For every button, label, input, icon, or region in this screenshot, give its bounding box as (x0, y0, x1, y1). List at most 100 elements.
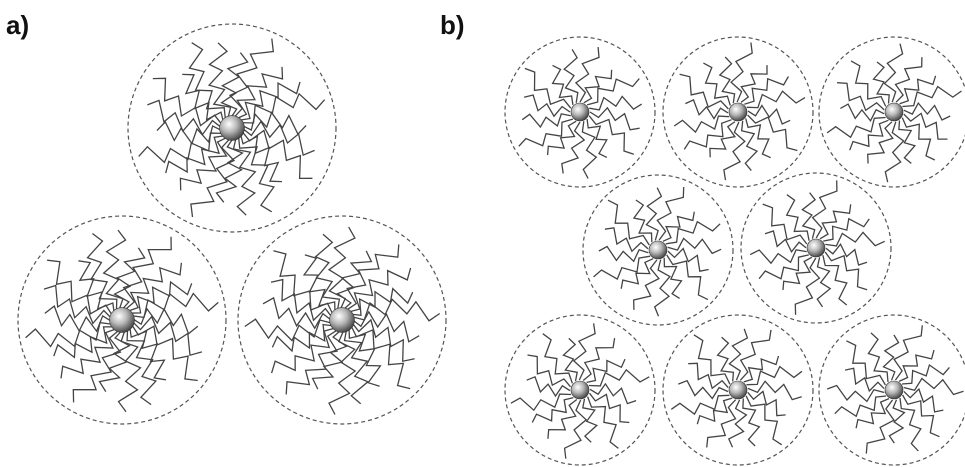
core-sphere (571, 381, 589, 399)
chain (729, 400, 747, 447)
chain (787, 195, 809, 241)
chain (583, 338, 614, 380)
chain (668, 249, 709, 272)
chain (663, 212, 694, 242)
core-sphere (729, 381, 747, 399)
chain (525, 68, 571, 108)
core-sphere (220, 116, 245, 141)
page: a) b) (() => { const data = JSON.parse(d… (0, 0, 965, 467)
chain (532, 398, 573, 423)
chain (562, 122, 584, 174)
chain (589, 370, 649, 386)
chain (900, 398, 921, 451)
chain (694, 335, 730, 384)
chain (47, 260, 113, 316)
chain (522, 114, 571, 127)
chain (54, 327, 115, 358)
chain (746, 118, 771, 157)
chain (45, 306, 112, 331)
micelle (18, 216, 226, 424)
micelle (505, 315, 655, 465)
chain (742, 121, 757, 171)
chain (697, 398, 732, 424)
chain (655, 260, 670, 317)
chain (747, 367, 803, 385)
chain (744, 77, 788, 105)
chain (590, 393, 630, 422)
chain (129, 282, 191, 313)
core-sphere (649, 241, 667, 259)
chain (564, 49, 578, 103)
chain (825, 232, 884, 246)
core-sphere (807, 239, 825, 257)
chain (903, 395, 940, 437)
chain (131, 294, 218, 318)
chain (868, 333, 888, 382)
chain (731, 43, 752, 103)
chain (587, 79, 639, 105)
chain (589, 96, 642, 110)
chain (88, 234, 117, 312)
diagram: a) b) (0, 0, 965, 467)
core-sphere (885, 103, 903, 121)
chain (599, 247, 649, 262)
chain (511, 394, 571, 410)
chain (783, 257, 812, 290)
chain (576, 47, 599, 102)
chain (904, 379, 964, 395)
chain (351, 325, 410, 389)
chain (747, 91, 805, 107)
core-sphere (571, 103, 589, 121)
chain (846, 341, 885, 385)
chain (316, 234, 340, 311)
chain (519, 119, 573, 146)
chain (851, 61, 886, 107)
micelle (505, 37, 655, 187)
chain (588, 397, 619, 449)
chain (817, 257, 830, 307)
chain (885, 122, 903, 182)
chain (668, 238, 722, 253)
micelle (819, 315, 965, 465)
chain (234, 137, 256, 215)
micelle (819, 37, 965, 187)
panel-label: b) (440, 10, 465, 40)
chain (740, 330, 771, 380)
chain (524, 95, 570, 116)
micelle (663, 315, 813, 465)
chain (565, 400, 587, 459)
micelle (128, 24, 336, 232)
chain (680, 74, 729, 109)
chain (240, 94, 324, 123)
chain (139, 133, 224, 162)
chain (748, 391, 786, 415)
chain (130, 326, 166, 380)
chain (904, 389, 943, 412)
chain (850, 120, 889, 150)
micelles (18, 24, 965, 465)
micelle (663, 37, 813, 187)
chain (856, 399, 889, 429)
chain (894, 325, 922, 380)
chain (236, 67, 282, 119)
chain (763, 204, 807, 244)
chain (666, 222, 720, 244)
micelle (583, 175, 733, 325)
chain (744, 356, 779, 382)
chain (352, 312, 419, 342)
core-sphere (729, 103, 747, 121)
chain (574, 323, 595, 380)
chain (823, 255, 847, 305)
core-sphere (885, 381, 903, 399)
chain (351, 299, 439, 320)
chain (802, 193, 815, 239)
chain (594, 256, 651, 279)
chain (222, 53, 248, 119)
chain (866, 400, 894, 454)
chain (605, 228, 648, 251)
chain (528, 355, 571, 387)
panel-label: a) (6, 10, 29, 40)
micelle (741, 173, 891, 323)
micelle (238, 216, 446, 424)
chain (674, 116, 729, 132)
